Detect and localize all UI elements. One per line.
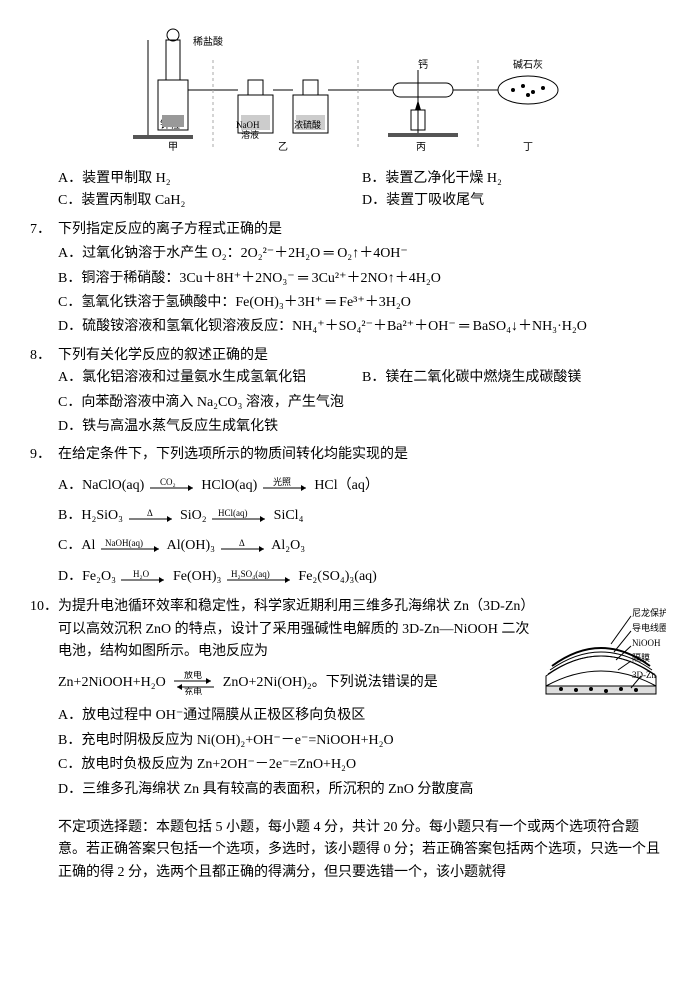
label-ding: 丁 (523, 142, 533, 153)
label-hcl: 稀盐酸 (193, 35, 223, 48)
q7-opt-d: D．硫酸铵溶液和氢氧化钡溶液反应：NH₄⁺＋SO₄²⁻＋Ba²⁺＋OH⁻ ═ B… (30, 316, 666, 338)
q10-stem: 为提升电池循环效率和稳定性，科学家近期利用三维多孔海绵状 Zn（3D-Zn）可以… (58, 596, 536, 663)
svg-text:3D-Zn: 3D-Zn (632, 670, 656, 680)
q10-equation: Zn+2NiOOH+H₂O 放电 充电 ZnO+2Ni(OH)₂。下列说法错误的… (30, 671, 536, 695)
q10-num: 10． (30, 596, 58, 663)
battery-diagram: 尼龙保护层 导电线圈 NiOOH 隔膜 3D-Zn (536, 596, 666, 696)
svg-text:NiOOH: NiOOH (632, 638, 661, 648)
svg-text:隔膜: 隔膜 (632, 653, 650, 663)
svg-text:H₂SO₄(aq): H₂SO₄(aq) (231, 569, 270, 579)
label-ca: 钙 (418, 58, 428, 71)
svg-text:HCl(aq): HCl(aq) (218, 508, 248, 518)
q7-num: 7． (30, 219, 58, 241)
svg-text:尼龙保护层: 尼龙保护层 (632, 607, 666, 618)
svg-text:Δ: Δ (239, 538, 245, 548)
q6-opt-d: D．装置丁吸收尾气 (362, 190, 666, 212)
svg-text:CO₂: CO₂ (160, 477, 176, 487)
q9-opt-b: B．H₂SiO₃ Δ SiO₂ HCl(aq) SiCl₄ (30, 505, 666, 527)
label-h2so4: 浓硫酸 (294, 119, 321, 130)
q8-stem: 下列有关化学反应的叙述正确的是 (58, 345, 666, 367)
q10-opt-a: A．放电过程中 OH⁻通过隔膜从正极区移向负极区 (30, 705, 666, 727)
q9-opt-c: C．Al NaOH(aq) Al(OH)₃ Δ Al₂O₃ (30, 535, 666, 557)
label-jia: 甲 (168, 142, 178, 153)
svg-text:放电: 放电 (184, 671, 202, 680)
svg-text:NaOH(aq): NaOH(aq) (105, 538, 143, 548)
q9-stem: 在给定条件下，下列选项所示的物质间转化均能实现的是 (58, 444, 666, 466)
q9-opt-d: D．Fe₂O₃ H₂O Fe(OH)₃ H₂SO₄(aq) Fe₂(SO₄)₃(… (30, 566, 666, 588)
q10-opt-c: C．放电时负极反应为 Zn+2OH⁻－2e⁻=ZnO+H₂O (30, 754, 666, 776)
q8-opt-d: D．铁与高温水蒸气反应生成氧化铁 (30, 416, 666, 438)
q9-opt-a: A．NaClO(aq) CO₂ HClO(aq) 光照 HCl（aq） (30, 475, 666, 497)
apparatus-diagram: 稀盐酸 锌粒 甲 NaOH 溶液 浓硫酸 乙 钙 丙 碱石灰 丁 (118, 20, 578, 160)
instructions: 不定项选择题：本题包括 5 小题，每小题 4 分，共计 20 分。每小题只有一个… (30, 817, 666, 884)
q10-opt-b: B．充电时阴极反应为 Ni(OH)₂+OH⁻－e⁻=NiOOH+H₂O (30, 730, 666, 752)
q6-opt-b: B．装置乙净化干燥 H₂ (362, 168, 666, 190)
label-soda: 碱石灰 (513, 58, 543, 71)
svg-text:Δ: Δ (147, 508, 153, 518)
label-bing: 丙 (416, 142, 426, 153)
svg-text:H₂O: H₂O (133, 569, 150, 579)
svg-text:光照: 光照 (273, 476, 291, 487)
label-yi: 乙 (278, 141, 288, 153)
q8-opt-c: C．向苯酚溶液中滴入 Na₂CO₃ 溶液，产生气泡 (30, 392, 666, 414)
q9-num: 9． (30, 444, 58, 466)
label-naoh: NaOH (236, 120, 260, 130)
q6-opt-c: C．装置丙制取 CaH₂ (58, 190, 362, 212)
svg-text:导电线圈: 导电线圈 (632, 622, 666, 633)
q7-opt-c: C．氢氧化铁溶于氢碘酸中：Fe(OH)₃＋3H⁺ ═ Fe³⁺＋3H₂O (30, 292, 666, 314)
q7-stem: 下列指定反应的离子方程式正确的是 (58, 219, 666, 241)
svg-text:充电: 充电 (184, 686, 202, 695)
q7-opt-a: A．过氧化钠溶于水产生 O₂：2O₂²⁻＋2H₂O ═ O₂↑＋4OH⁻ (30, 243, 666, 265)
q8-opt-b: B．镁在二氧化碳中燃烧生成碳酸镁 (362, 367, 666, 389)
q7-opt-b: B．铜溶于稀硝酸：3Cu＋8H⁺＋2NO₃⁻ ═ 3Cu²⁺＋2NO↑＋4H₂O (30, 268, 666, 290)
svg-text:溶液: 溶液 (241, 129, 259, 140)
q10-opt-d: D．三维多孔海绵状 Zn 具有较高的表面积，所沉积的 ZnO 分散度高 (30, 779, 666, 801)
q8-opt-a: A．氯化铝溶液和过量氨水生成氢氧化铝 (58, 367, 362, 389)
q8-num: 8． (30, 345, 58, 367)
q6-opt-a: A．装置甲制取 H₂ (58, 168, 362, 190)
